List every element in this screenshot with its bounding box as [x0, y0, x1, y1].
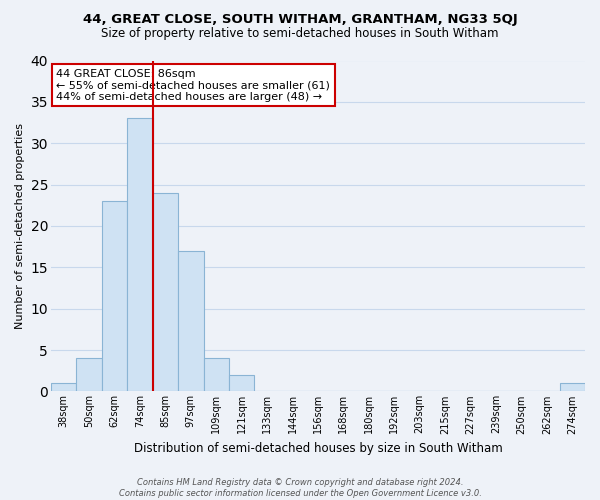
Bar — [229, 375, 254, 392]
Text: Size of property relative to semi-detached houses in South Witham: Size of property relative to semi-detach… — [101, 28, 499, 40]
Bar — [203, 358, 229, 392]
X-axis label: Distribution of semi-detached houses by size in South Witham: Distribution of semi-detached houses by … — [134, 442, 502, 455]
Bar — [152, 193, 178, 392]
Text: 44, GREAT CLOSE, SOUTH WITHAM, GRANTHAM, NG33 5QJ: 44, GREAT CLOSE, SOUTH WITHAM, GRANTHAM,… — [83, 12, 517, 26]
Bar — [560, 383, 585, 392]
Bar — [51, 383, 76, 392]
Y-axis label: Number of semi-detached properties: Number of semi-detached properties — [15, 123, 25, 329]
Bar — [178, 251, 203, 392]
Bar — [127, 118, 152, 392]
Text: Contains HM Land Registry data © Crown copyright and database right 2024.
Contai: Contains HM Land Registry data © Crown c… — [119, 478, 481, 498]
Bar — [76, 358, 102, 392]
Text: 44 GREAT CLOSE: 86sqm
← 55% of semi-detached houses are smaller (61)
44% of semi: 44 GREAT CLOSE: 86sqm ← 55% of semi-deta… — [56, 69, 330, 102]
Bar — [102, 201, 127, 392]
